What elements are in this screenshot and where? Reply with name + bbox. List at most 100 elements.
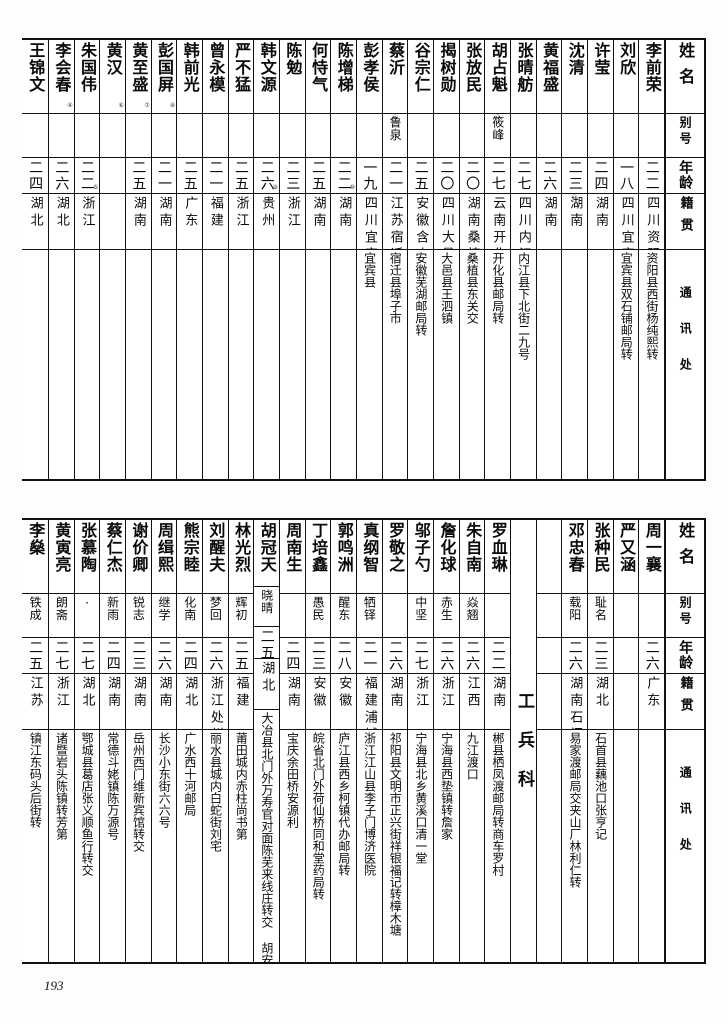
- cell-text-address: 开化县邮局转: [490, 252, 505, 324]
- cell-text-origin: 湖南: [541, 196, 557, 230]
- cell-name: 罗血琳: [485, 520, 510, 594]
- cell-text-address: 长沙小东街六六号: [157, 732, 172, 828]
- row-header-label-origin: 籍贯: [677, 196, 693, 240]
- cell-name: 胡占魁: [485, 40, 510, 114]
- cell-age: 二一: [382, 158, 408, 194]
- cell-address: 莆田城内赤柱尚书第: [229, 730, 254, 962]
- cell-name: 刘欣: [613, 40, 639, 114]
- roster-entry-column: 刘醒夫 梦回 二六 浙江处州 丽水县城内白蛇街刘宅: [201, 520, 228, 962]
- cell-text-origin: 湖南: [387, 676, 403, 710]
- cell-age: 二四: [177, 638, 202, 674]
- cell-age: 二五: [228, 638, 254, 674]
- cell-address: [22, 250, 48, 479]
- cell-text-age: 二〇: [438, 160, 455, 192]
- roster-table-bottom: 姓名 别号 年龄 籍贯 通讯处 周一襄 二六 广东 严又涵 张种民 耻名 二三 湖北 石首县藕池口张亨记邓…: [22, 518, 706, 964]
- roster-entry-column: 黄寅亮 朗斋 二七 浙江 诸暨岩头陈镇转芳第: [47, 520, 74, 962]
- cell-age: [100, 158, 125, 194]
- cell-origin: 江西: [459, 674, 485, 730]
- cell-address: [254, 250, 279, 479]
- cell-origin: 湖南: [151, 194, 177, 250]
- row-header-label-address: 通讯处: [678, 286, 693, 394]
- cell-age: 一九: [356, 158, 382, 194]
- cell-text-name: 熊宗睦: [180, 522, 200, 573]
- cell-text-origin: 广东: [644, 676, 660, 710]
- cell-origin: 湖南: [125, 674, 151, 730]
- cell-address: [331, 250, 356, 479]
- cell-text-address: 庐江县西乡柯镇代办邮局转: [336, 732, 351, 876]
- roster-entry-column: 黄汉 ⑥: [99, 40, 125, 479]
- cell-text-origin: 浙江: [438, 676, 454, 710]
- roster-entry-column: 郭鸣洲 醒东 二八 安徽 庐江县西乡柯镇代办邮局转: [330, 520, 356, 962]
- cell-address: [614, 730, 639, 962]
- cell-name: 周一襄: [639, 520, 664, 594]
- cell-age: 二〇: [433, 158, 459, 194]
- cell-origin: 四川大邑: [433, 194, 459, 250]
- cell-address: [126, 250, 151, 479]
- cell-address: 丽水县城内白蛇街刘宅: [203, 730, 228, 962]
- cell-alias: [125, 114, 151, 158]
- cell-name: 邬子勺: [408, 520, 433, 594]
- cell-age: 二二 ⑩: [331, 158, 356, 194]
- cell-name: 蔡仁杰: [100, 520, 125, 594]
- cell-text-name: 李前荣: [642, 42, 662, 93]
- cell-text-origin: 福建浦城: [361, 676, 377, 730]
- cell-age: [613, 638, 639, 674]
- cell-text-age: 二六: [53, 160, 70, 192]
- roster-entry-column: 胡冠天 晓晴 二五 湖北 大冶县北门外万寿官对面陈芜来线庄转交 胡安俊交: [253, 520, 279, 962]
- cell-address: [152, 250, 177, 479]
- cell-name: 林光烈: [228, 520, 254, 594]
- cell-alias: 锐志: [125, 594, 151, 638]
- cell-text-age: 二六: [207, 640, 224, 672]
- cell-text-name: 张种民: [591, 522, 611, 573]
- cell-address: [537, 250, 562, 479]
- cell-origin: 安徽含山: [408, 194, 433, 250]
- roster-entry-column: 张放民 二〇 湖南桑植 桑植县东关交: [458, 40, 485, 479]
- cell-origin: 湖南: [331, 194, 356, 250]
- cell-text-name: 真纲智: [360, 522, 380, 573]
- row-header-name: 姓名: [666, 40, 704, 114]
- cell-age: [536, 638, 562, 674]
- footnote-marker: ④: [67, 102, 73, 109]
- cell-text-address: 丽水县城内白蛇街刘宅: [208, 732, 223, 852]
- cell-text-name: 陈勉: [283, 42, 303, 76]
- cell-name: 张种民: [587, 520, 613, 594]
- cell-name: 谷宗仁: [408, 40, 433, 114]
- cell-origin: 湖南 ⑭: [562, 194, 587, 250]
- cell-name: 陈增梯: [331, 40, 356, 114]
- footnote-marker: ⑭: [571, 195, 578, 202]
- cell-text-address: 大冶县北门外万寿官对面陈芜来线庄转交 胡安俊交: [259, 711, 274, 962]
- cell-text-origin: 四川宜宾: [361, 196, 377, 250]
- cell-text-address: 宝庆余田桥安源利: [285, 732, 300, 828]
- cell-origin: 湖南桑植: [459, 194, 485, 250]
- cell-name: 熊宗睦: [177, 520, 202, 594]
- cell-text-alias: 耻名: [593, 596, 608, 621]
- cell-text-age: 二四: [27, 160, 44, 192]
- cell-age: 二八: [331, 638, 356, 674]
- cell-text-name: 周南生: [283, 522, 303, 573]
- cell-alias: 晓晴: [254, 587, 279, 627]
- section-label-column: 工兵科: [509, 520, 536, 962]
- cell-origin: 安徽: [305, 674, 331, 730]
- cell-alias: [279, 114, 305, 158]
- cell-age: 二四: [100, 638, 125, 674]
- cell-address: 皖省北门外荷仙桥同和堂药局转: [306, 730, 331, 962]
- cell-text-address: 鄂城县葛店张义顺鱼行转交: [80, 732, 95, 876]
- cell-name: 詹化球: [433, 520, 459, 594]
- cell-age: 二二: [485, 638, 510, 674]
- cell-text-age: 二五: [233, 160, 250, 192]
- cell-text-alias: 朗斋: [54, 596, 69, 621]
- cell-origin: 湖南: [279, 674, 305, 730]
- cell-text-name: 曾永模: [206, 42, 226, 93]
- cell-text-address: 大邑县王泗镇: [439, 252, 454, 324]
- roster-entry-column: 丁培鑫 愚民 二三 安徽 皖省北门外荷仙桥同和堂药局转: [304, 520, 331, 962]
- cell-alias: 梦回: [202, 594, 228, 638]
- cell-text-address: 九江渡口: [465, 732, 480, 780]
- cell-text-alias: 梦回: [208, 596, 223, 621]
- roster-entry-column: 邓忠春 载阳 二六 湖南石门 易家渡邮局交夹山厂林利仁转: [561, 520, 587, 962]
- cell-text-origin: 湖南: [592, 196, 608, 230]
- cell-text-age: 二三: [566, 160, 583, 192]
- roster-entry-column: 王锦文 二四 湖北: [22, 40, 48, 479]
- cell-text-alias: 筱峰: [490, 116, 505, 141]
- cell-text-name: 李燊: [26, 522, 46, 556]
- cell-text-origin: 安徽含山: [413, 196, 429, 250]
